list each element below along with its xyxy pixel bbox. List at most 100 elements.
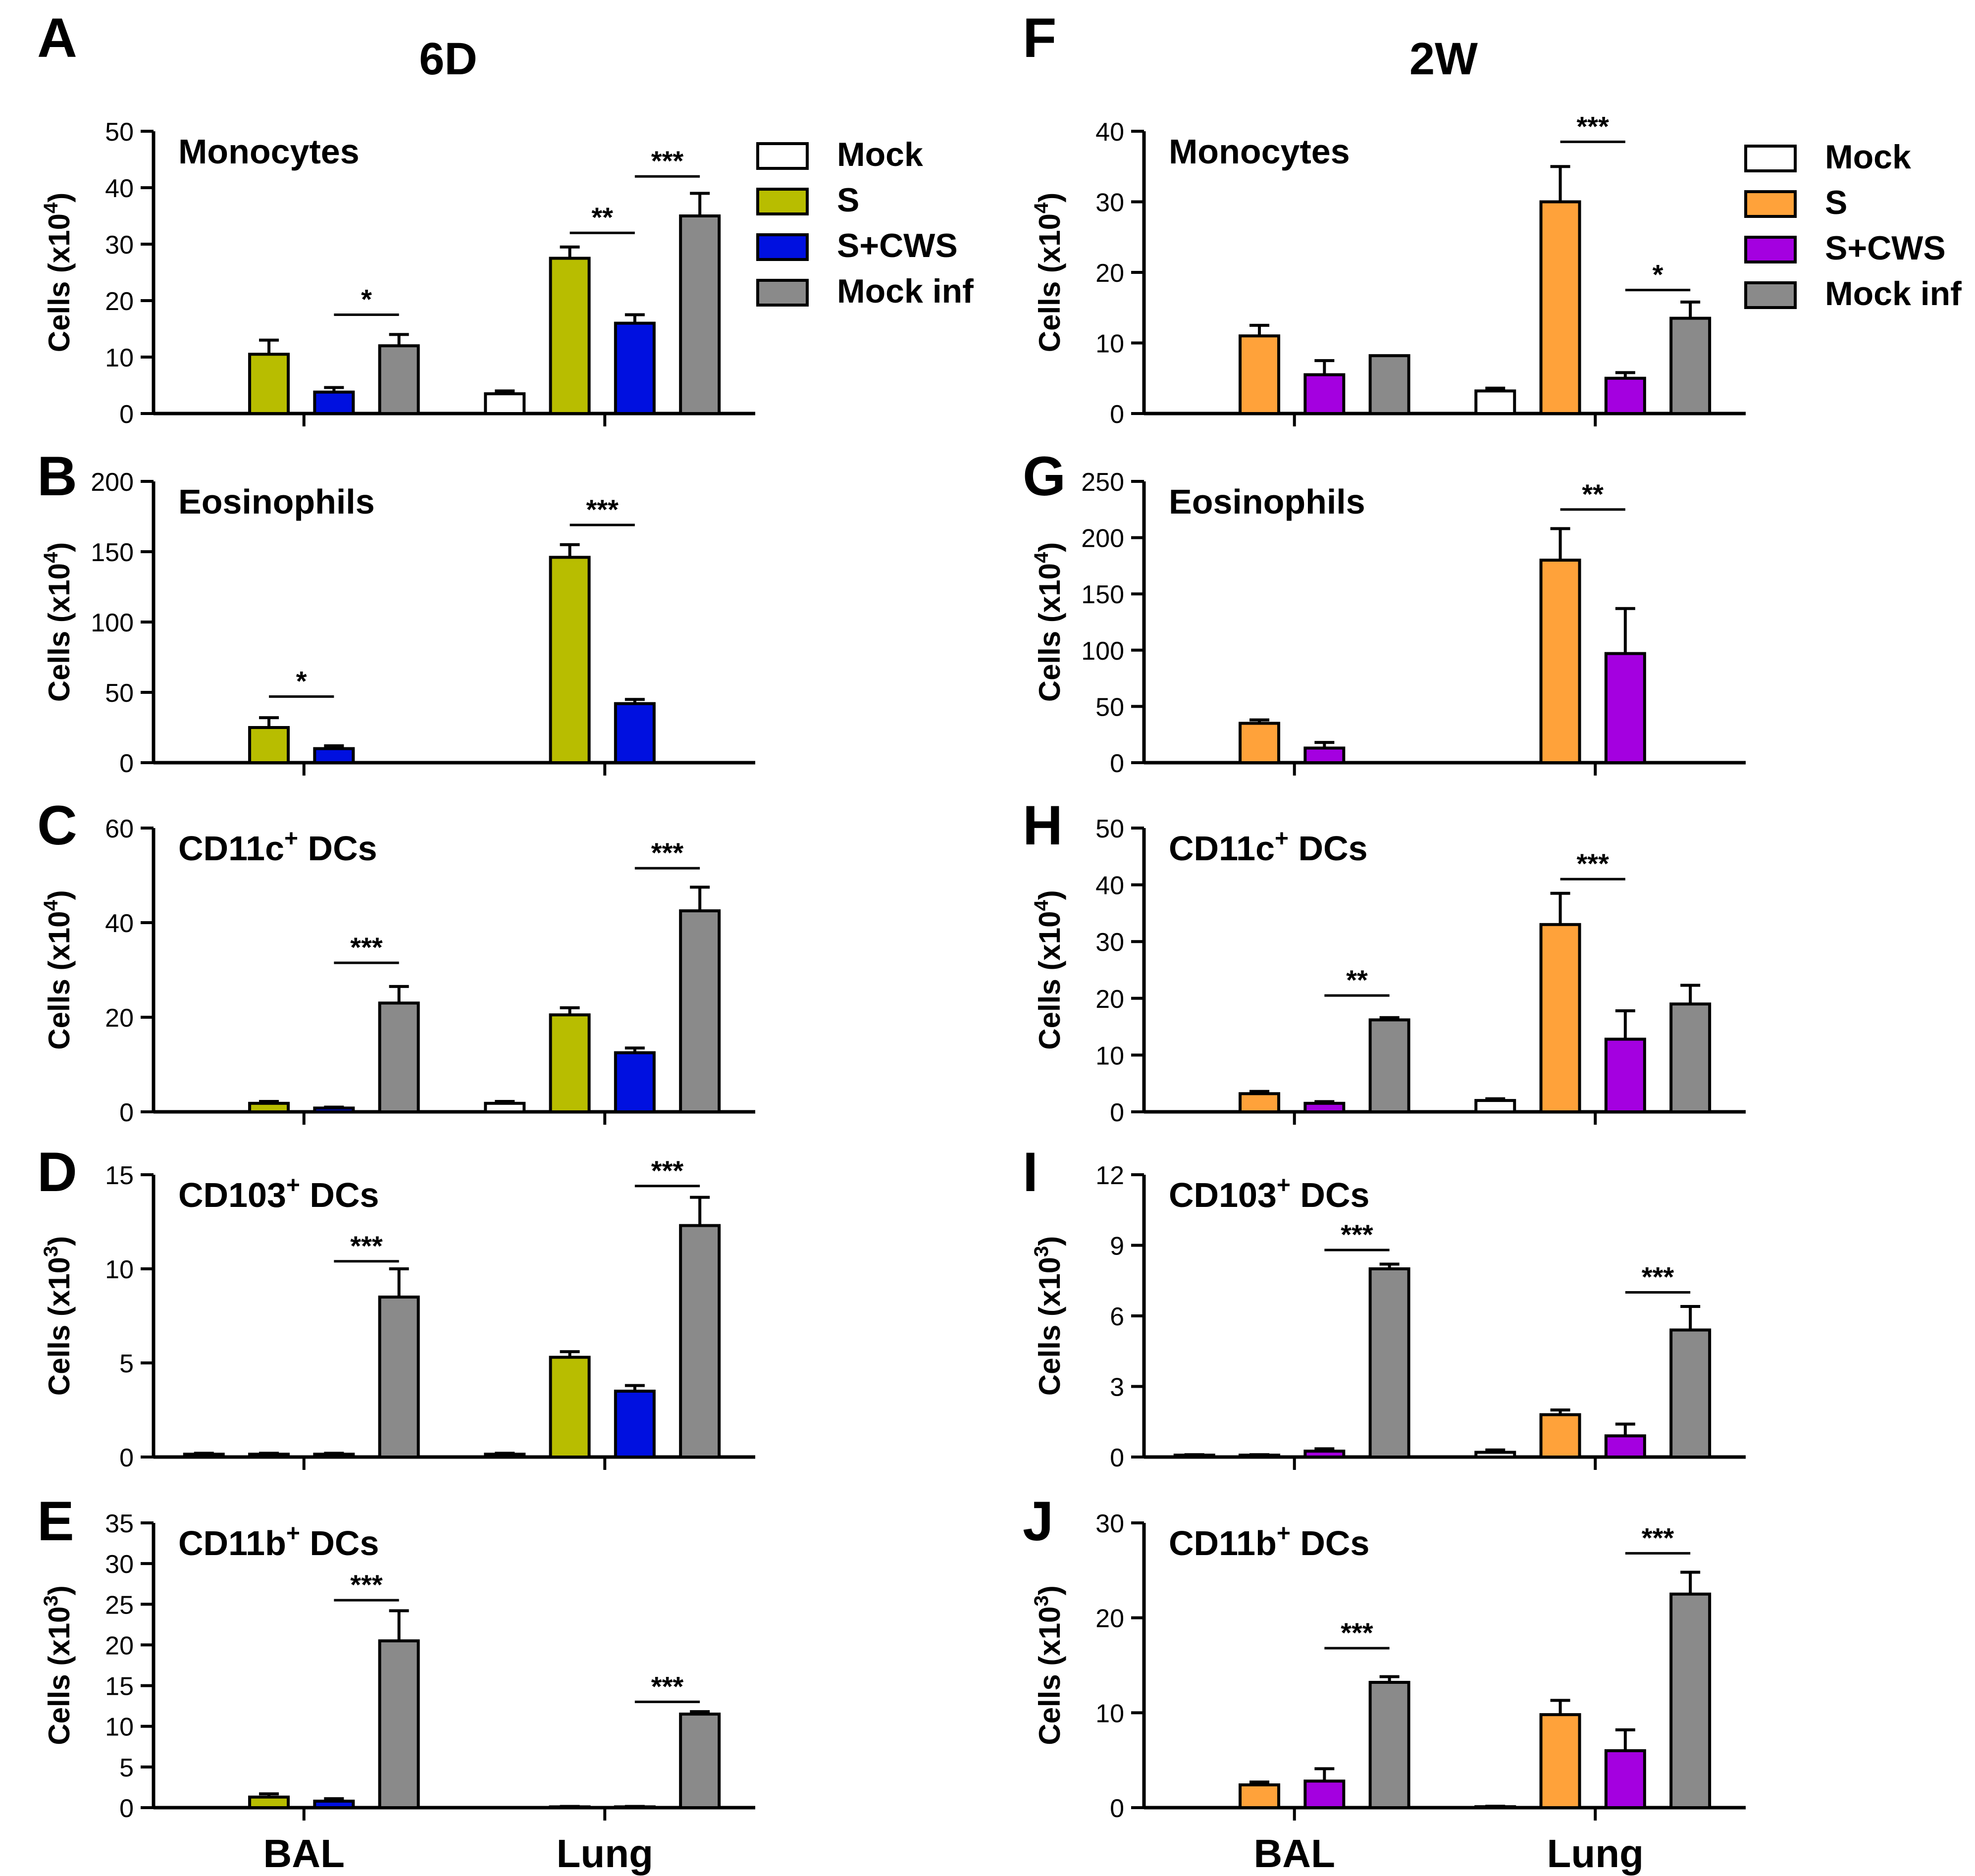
- bar: [679, 1713, 721, 1810]
- y-tick-label: 100: [1081, 637, 1124, 666]
- y-tick-label: 40: [105, 174, 134, 203]
- y-axis-label: Cells (x103): [1031, 1585, 1066, 1745]
- y-tick-label: 0: [119, 400, 134, 429]
- y-tick-label: 25: [105, 1591, 134, 1619]
- bar: [1303, 373, 1346, 415]
- panel-title: Monocytes: [1169, 132, 1350, 171]
- y-tick-label: 12: [1095, 1161, 1124, 1190]
- y-tick-label: 40: [1095, 872, 1124, 900]
- y-tick-label: 30: [1095, 1510, 1124, 1538]
- panel-title: CD11c+ DCs: [1169, 826, 1368, 868]
- y-tick-label: 35: [105, 1510, 134, 1538]
- bar: [1303, 1779, 1346, 1809]
- y-tick-label: 60: [105, 815, 134, 843]
- bar: [313, 1106, 355, 1114]
- column-title-left: 6D: [419, 34, 477, 84]
- panel-title: CD103+ DCs: [178, 1172, 379, 1214]
- panel-D: D 0 5 10 15 Cells (x103) CD103+ DCs *** ***: [37, 1141, 755, 1472]
- significance-label: ***: [651, 837, 684, 868]
- y-tick-label: 5: [119, 1350, 134, 1378]
- panel-letter: F: [1023, 7, 1056, 69]
- y-tick-label: 0: [1110, 1444, 1124, 1472]
- y-tick-label: 40: [1095, 118, 1124, 147]
- bar: [1604, 1434, 1646, 1459]
- bar: [679, 1224, 721, 1459]
- bar: [614, 321, 656, 415]
- bar: [549, 1355, 591, 1459]
- significance-label: **: [1346, 964, 1368, 995]
- y-axis-label: Cells (x104): [40, 193, 76, 352]
- bar: [1303, 1101, 1346, 1114]
- bar: [1669, 1592, 1712, 1809]
- column-title-right: 2W: [1409, 34, 1478, 84]
- bar: [549, 257, 591, 415]
- legend-swatch: [1744, 145, 1797, 172]
- significance-label: ***: [1341, 1617, 1373, 1648]
- legend-label: S+CWS: [1825, 229, 1946, 267]
- significance-label: **: [1582, 478, 1604, 510]
- y-tick-label: 200: [91, 468, 134, 497]
- bar: [1368, 1267, 1410, 1459]
- y-axis-label: Cells (x103): [40, 1585, 76, 1745]
- bar: [378, 1296, 420, 1459]
- panel-letter: E: [37, 1490, 74, 1552]
- legend-swatch: [756, 142, 809, 170]
- significance-label: ***: [586, 494, 619, 525]
- y-axis-label: Cells (x104): [40, 890, 76, 1049]
- y-tick-label: 10: [105, 344, 134, 372]
- legend-label: Mock: [837, 136, 923, 173]
- y-tick-label: 3: [1110, 1373, 1124, 1402]
- y-tick-label: 30: [105, 1550, 134, 1579]
- legend-label: Mock inf: [837, 272, 974, 310]
- bar: [1604, 1038, 1646, 1114]
- y-tick-label: 30: [105, 231, 134, 260]
- y-tick-label: 5: [119, 1754, 134, 1782]
- significance-label: ***: [350, 1230, 383, 1261]
- legend-label: Mock inf: [1825, 275, 1962, 313]
- panel-title: Eosinophils: [1169, 482, 1365, 521]
- significance-label: ***: [651, 1670, 684, 1702]
- significance-label: ***: [651, 1155, 684, 1186]
- x-category-label: Lung: [557, 1831, 653, 1876]
- bar: [1474, 389, 1516, 416]
- panel-J: J 0 10 20 30 BAL Lung Cells (x103) CD11b+ DCs ***…: [1023, 1490, 1746, 1876]
- bar: [313, 747, 355, 764]
- x-category-label: BAL: [263, 1831, 345, 1876]
- panel-letter: D: [37, 1141, 77, 1203]
- y-tick-label: 200: [1081, 524, 1124, 553]
- y-tick-label: 50: [1095, 815, 1124, 843]
- bar: [1669, 316, 1712, 415]
- y-axis-label: Cells (x104): [1031, 890, 1066, 1049]
- bar: [1539, 1713, 1581, 1810]
- y-axis-label: Cells (x103): [1031, 1236, 1066, 1396]
- y-tick-label: 20: [105, 287, 134, 316]
- y-tick-label: 20: [1095, 985, 1124, 1014]
- panel-title: CD103+ DCs: [1169, 1172, 1369, 1214]
- bar: [248, 726, 290, 764]
- significance-label: *: [1653, 259, 1663, 290]
- bar: [1669, 1328, 1712, 1459]
- y-tick-label: 0: [1110, 749, 1124, 778]
- significance-label: ***: [1642, 1261, 1674, 1293]
- bar: [1539, 559, 1581, 765]
- legend-swatch: [756, 233, 809, 261]
- y-tick-label: 15: [105, 1672, 134, 1701]
- y-tick-label: 10: [105, 1255, 134, 1284]
- bar: [1239, 1783, 1281, 1809]
- bar: [1604, 1749, 1646, 1809]
- panel-letter: B: [37, 445, 77, 507]
- panel-I: I 0 3 6 9 12 Cells (x103) CD103+ DCs *** ***: [1023, 1141, 1746, 1472]
- bar: [313, 390, 355, 415]
- y-tick-label: 0: [119, 1794, 134, 1823]
- panel-G: G 0 50 100 150 200 250 Cells (x104) Eosinophils *…: [1023, 445, 1746, 778]
- panel-C: C 0 20 40 60 Cells (x104) CD11c+ DCs *** ***: [37, 794, 755, 1127]
- y-tick-label: 0: [1110, 1794, 1124, 1823]
- significance-label: *: [296, 666, 307, 697]
- bar: [614, 1390, 656, 1459]
- y-tick-label: 50: [105, 118, 134, 147]
- significance-label: ***: [1642, 1522, 1674, 1553]
- bar: [484, 392, 526, 415]
